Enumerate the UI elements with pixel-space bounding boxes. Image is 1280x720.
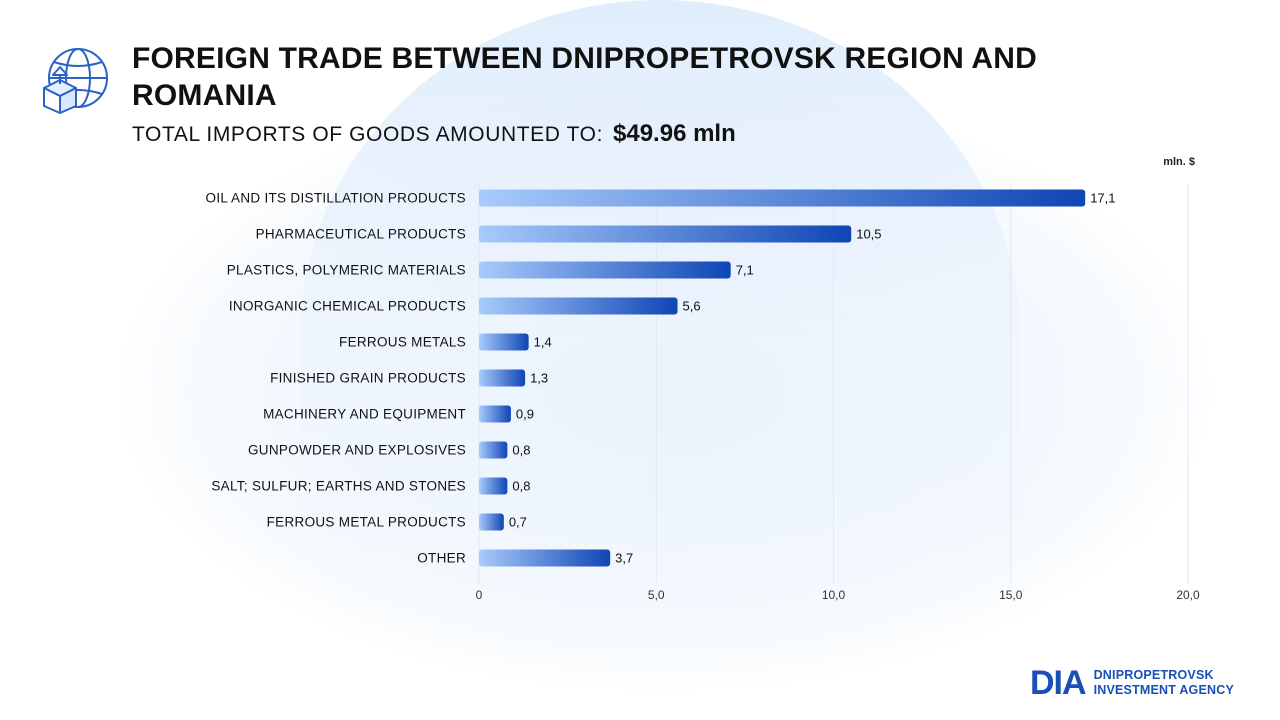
- unit-label: mln. $: [1163, 156, 1195, 168]
- globe-box-upload-icon: [43, 48, 108, 114]
- bar: [479, 261, 731, 279]
- brand-line-2: INVESTMENT AGENCY: [1093, 683, 1235, 697]
- bar: [479, 441, 508, 459]
- category-label: OIL AND ITS DISTILLATION PRODUCTS: [206, 191, 466, 206]
- bar-value-label: 0,9: [516, 407, 534, 422]
- x-tick-label: 20,0: [1176, 588, 1200, 602]
- subtitle-label: TOTAL IMPORTS OF GOODS AMOUNTED TO:: [132, 123, 604, 146]
- bar-value-label: 7,1: [736, 263, 754, 278]
- bar: [479, 297, 678, 315]
- background-arc: [300, 0, 1020, 560]
- category-label: SALT; SULFUR; EARTHS AND STONES: [211, 479, 466, 494]
- bar: [479, 477, 508, 495]
- grid-lines: [478, 184, 1189, 584]
- category-label: FINISHED GRAIN PRODUCTS: [270, 371, 466, 386]
- category-label: OTHER: [417, 551, 466, 566]
- bar-value-label: 17,1: [1090, 191, 1115, 206]
- bar: [479, 189, 1086, 207]
- bar-value-label: 1,4: [534, 335, 552, 350]
- bars: [479, 189, 1086, 567]
- brand-mark: DIA: [1030, 664, 1087, 702]
- bar-value-label: 10,5: [856, 227, 881, 242]
- bar-value-label: 0,7: [509, 515, 527, 530]
- category-label: GUNPOWDER AND EXPLOSIVES: [248, 443, 466, 458]
- bar-value-label: 1,3: [530, 371, 548, 386]
- bar-value-label: 0,8: [512, 443, 530, 458]
- bar: [479, 549, 611, 567]
- x-tick-label: 0: [476, 588, 483, 602]
- brand-logo: DIA DNIPROPETROVSK INVESTMENT AGENCY: [1030, 666, 1234, 700]
- bar-value-label: 0,8: [512, 479, 530, 494]
- category-label: MACHINERY AND EQUIPMENT: [263, 407, 466, 422]
- total-imports-value: $49.96 mln: [613, 120, 736, 147]
- x-tick-label: 10,0: [822, 588, 846, 602]
- brand-line-1: DNIPROPETROVSK: [1093, 668, 1214, 682]
- x-axis: 0 5,0 10,0 15,0 20,0: [476, 588, 1200, 602]
- x-tick-label: 15,0: [999, 588, 1023, 602]
- category-labels: 17,1 OIL AND ITS DISTILLATION PRODUCTS 10,…: [206, 191, 1116, 566]
- category-label: FERROUS METAL PRODUCTS: [267, 515, 466, 530]
- page-title: FOREIGN TRADE BETWEEN DNIPROPETROVSK REG…: [132, 42, 1038, 112]
- brand-text: DNIPROPETROVSK INVESTMENT AGENCY: [1094, 668, 1234, 698]
- category-label: PHARMACEUTICAL PRODUCTS: [256, 227, 466, 242]
- bar: [479, 333, 529, 351]
- category-label: FERROUS METALS: [339, 335, 466, 350]
- x-tick-label: 5,0: [648, 588, 665, 602]
- subtitle: TOTAL IMPORTS OF GOODS AMOUNTED TO: $49.…: [132, 120, 736, 148]
- bar: [479, 513, 504, 531]
- bar: [479, 225, 852, 243]
- category-label: PLASTICS, POLYMERIC MATERIALS: [227, 263, 466, 278]
- category-label: INORGANIC CHEMICAL PRODUCTS: [229, 299, 466, 314]
- bar: [479, 369, 526, 387]
- bar-value-label: 5,6: [683, 299, 701, 314]
- bar: [479, 405, 511, 423]
- bar-value-label: 3,7: [615, 551, 633, 566]
